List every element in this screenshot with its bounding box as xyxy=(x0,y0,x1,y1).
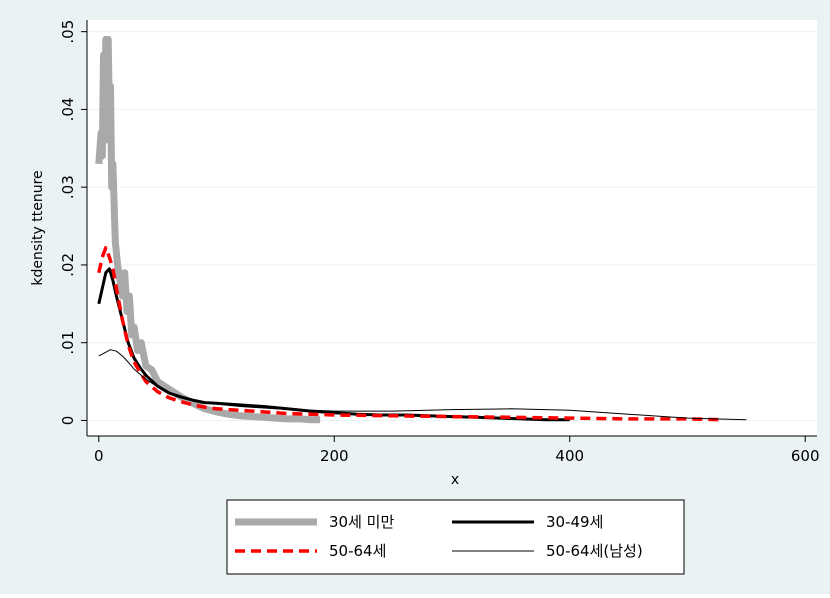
series-line-0 xyxy=(95,35,321,424)
y-axis-title: kdensity ttenure xyxy=(30,170,46,285)
series-line-2 xyxy=(97,246,723,422)
series-layer xyxy=(95,35,747,424)
grid-layer xyxy=(87,31,817,421)
legend-items: 30세 미만 30-49세 50-64세 50-64세(남성) xyxy=(235,513,643,560)
y-tick-label: .01 xyxy=(59,331,77,355)
x-tick-label: 600 xyxy=(791,447,820,465)
series-line-3 xyxy=(98,349,747,421)
y-tick-label: .02 xyxy=(59,253,77,277)
y-tick-label: .04 xyxy=(59,97,77,121)
legend-label-2: 50-64세 xyxy=(329,542,386,560)
plot-background xyxy=(87,20,817,436)
y-tick-label: 0 xyxy=(59,416,77,426)
x-tick-label: 0 xyxy=(94,447,104,465)
legend-label-1: 30-49세 xyxy=(546,513,603,531)
legend-label-0: 30세 미만 xyxy=(329,513,394,531)
y-tick-label: .03 xyxy=(59,175,77,199)
x-tick-label: 200 xyxy=(320,447,349,465)
x-axis-title: x xyxy=(451,472,459,488)
legend-box xyxy=(226,499,685,575)
x-tick-label: 400 xyxy=(555,447,584,465)
legend-label-3: 50-64세(남성) xyxy=(546,542,643,560)
axis-layer: 0 .01 .02 .03 .04 .05 0 200 400 600 xyxy=(59,20,820,465)
y-tick-label: .05 xyxy=(59,20,77,44)
legend: 30세 미만 30-49세 50-64세 50-64세(남성) xyxy=(226,499,685,575)
